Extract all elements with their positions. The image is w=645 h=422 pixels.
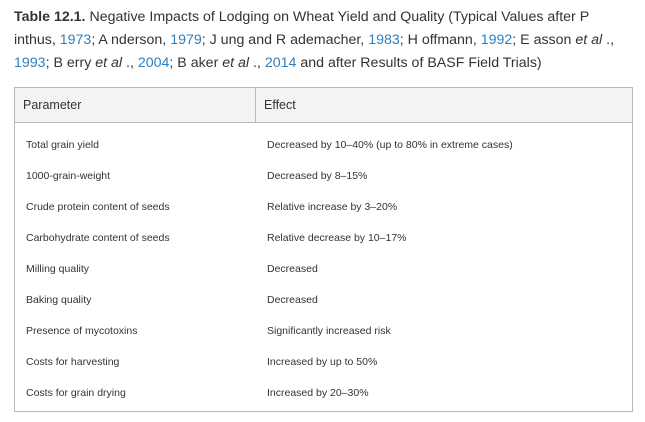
cell-effect: Increased by up to 50% [267,355,378,368]
cell-parameter: Crude protein content of seeds [26,200,170,213]
cell-parameter: Costs for grain drying [26,386,126,399]
caption-text: ; B erry [45,55,96,71]
table-row: 1000-grain-weight Decreased by 8–15% [15,160,632,191]
table-label: Table 12.1. [14,9,86,25]
caption-text: Negative Impacts of Lodging on Wheat Yie… [14,9,589,48]
cell-parameter: Total grain yield [26,138,99,151]
cell-effect: Decreased [267,262,318,275]
table-header: Parameter Effect [15,88,632,123]
table-row: Costs for grain drying Increased by 20–3… [15,377,632,408]
cell-parameter: Presence of mycotoxins [26,324,138,337]
caption-italic: et al [575,32,603,48]
citation-link[interactable]: 1993 [14,55,46,71]
column-header-parameter: Parameter [15,88,256,122]
table-row: Total grain yield Decreased by 10–40% (u… [15,129,632,160]
cell-parameter: Carbohydrate content of seeds [26,231,170,244]
cell-parameter: Costs for harvesting [26,355,120,368]
citation-link[interactable]: 2014 [264,55,297,71]
column-header-effect: Effect [264,98,296,112]
citation-link[interactable]: 2004 [137,55,170,71]
cell-effect: Decreased by 8–15% [267,169,368,182]
caption-text: ., [249,55,265,71]
caption-text: ; E asson [512,32,576,48]
data-table: Parameter Effect Total grain yield Decre… [14,87,633,412]
cell-effect: Decreased [267,293,318,306]
citation-link[interactable]: 1983 [368,32,400,48]
caption-italic: et al [95,55,123,71]
caption-italic: et al [222,55,250,71]
cell-effect: Increased by 20–30% [267,386,369,399]
cell-effect: Significantly increased risk [267,324,391,337]
caption-text: ., [122,55,138,71]
cell-effect: Relative decrease by 10–17% [267,231,407,244]
caption-text: ; B aker [169,55,223,71]
table-body: Total grain yield Decreased by 10–40% (u… [15,123,632,408]
cell-effect: Decreased by 10–40% (up to 80% in extrem… [267,138,513,151]
table-row: Milling quality Decreased [15,253,632,284]
table-row: Costs for harvesting Increased by up to … [15,346,632,377]
caption-text: and after Results of BASF Field Trials) [296,55,542,71]
table-row: Crude protein content of seeds Relative … [15,191,632,222]
cell-parameter: 1000-grain-weight [26,169,111,182]
caption-text: ; J ung and R ademacher, [201,32,369,48]
citation-link[interactable]: 1992 [480,32,513,48]
table-row: Carbohydrate content of seeds Relative d… [15,222,632,253]
caption-text: ; A nderson, [91,32,171,48]
citation-link[interactable]: 1979 [170,32,202,48]
caption-text: ., [602,32,615,48]
cell-parameter: Baking quality [26,293,92,306]
table-caption: Table 12.1. Negative Impacts of Lodging … [14,6,634,75]
table-row: Presence of mycotoxins Significantly inc… [15,315,632,346]
cell-effect: Relative increase by 3–20% [267,200,398,213]
table-row: Baking quality Decreased [15,284,632,315]
cell-parameter: Milling quality [26,262,90,275]
citation-link[interactable]: 1973 [59,32,92,48]
caption-text: ; H offmann, [399,32,481,48]
